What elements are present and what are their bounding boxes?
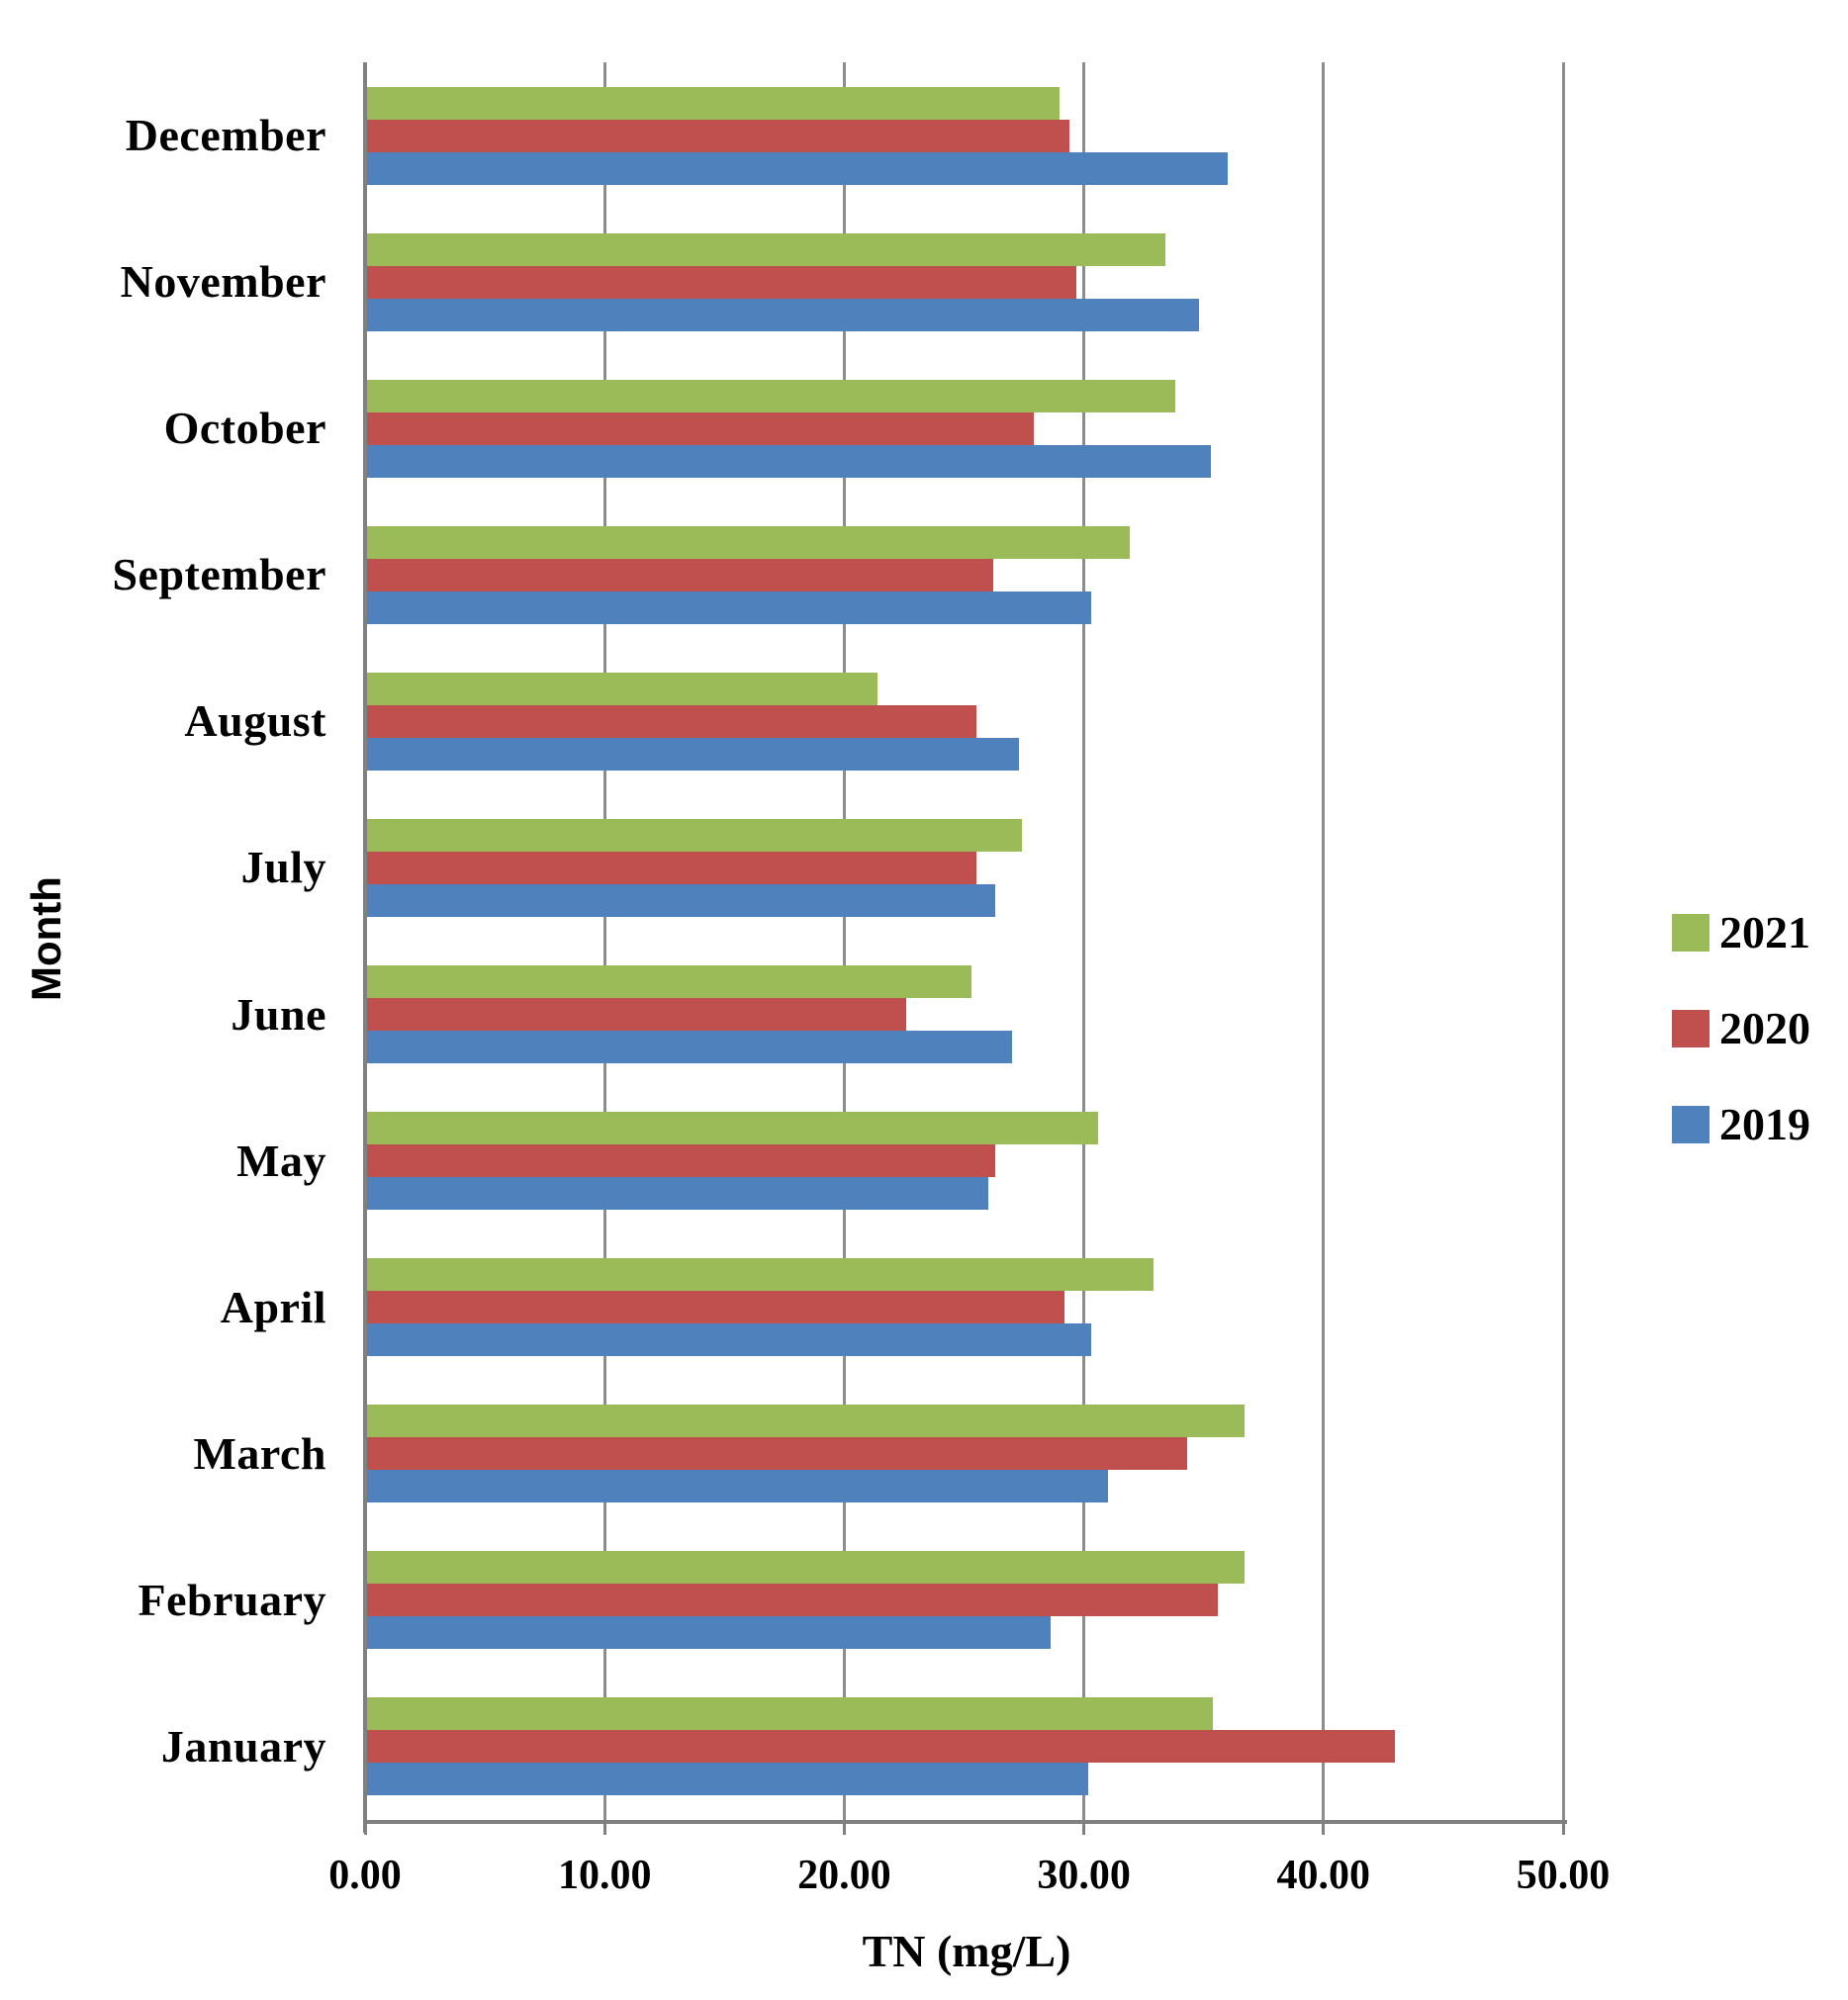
- x-axis-tick: [1561, 1820, 1565, 1835]
- gridline: [1561, 62, 1565, 1820]
- legend-item-2021: 2021: [1672, 909, 1810, 956]
- category-label-december: December: [125, 110, 326, 161]
- legend-swatch-2020: [1672, 1010, 1709, 1047]
- x-axis-title: TN (mg/L): [862, 1926, 1071, 1976]
- bar-february-2020: [367, 1584, 1219, 1617]
- bar-january-2020: [367, 1730, 1396, 1764]
- category-label-february: February: [138, 1574, 326, 1625]
- bar-june-2019: [367, 1031, 1012, 1064]
- bar-may-2021: [367, 1112, 1099, 1145]
- x-axis-tick-label: 10.00: [557, 1853, 652, 1898]
- bar-march-2021: [367, 1405, 1245, 1438]
- bar-july-2020: [367, 851, 976, 884]
- x-axis-tick-label: 50.00: [1516, 1853, 1611, 1898]
- category-label-november: November: [120, 256, 326, 308]
- x-axis-tick-label: 30.00: [1037, 1853, 1131, 1898]
- bar-march-2019: [367, 1470, 1108, 1503]
- category-label-september: September: [112, 549, 326, 600]
- x-axis-tick-label: 0.00: [328, 1853, 402, 1898]
- gridline: [1082, 62, 1086, 1820]
- bar-june-2021: [367, 965, 971, 999]
- legend-swatch-2021: [1672, 914, 1709, 952]
- x-axis-tick-label: 20.00: [797, 1853, 891, 1898]
- bar-may-2019: [367, 1177, 988, 1211]
- bar-october-2020: [367, 411, 1034, 445]
- bar-december-2020: [367, 119, 1070, 152]
- bar-august-2021: [367, 672, 878, 705]
- legend-label-2020: 2020: [1719, 1003, 1810, 1053]
- gridline: [842, 62, 846, 1820]
- category-label-august: August: [184, 695, 326, 747]
- bar-august-2020: [367, 704, 976, 738]
- x-axis-tick: [1322, 1820, 1326, 1835]
- x-axis-tick: [842, 1820, 846, 1835]
- bar-october-2019: [367, 444, 1211, 478]
- category-label-october: October: [163, 403, 326, 454]
- x-axis-tick: [1082, 1820, 1086, 1835]
- x-axis-tick: [363, 1820, 367, 1835]
- bar-april-2020: [367, 1291, 1065, 1324]
- bar-january-2019: [367, 1763, 1089, 1796]
- category-label-june: June: [231, 988, 326, 1040]
- bar-december-2019: [367, 151, 1228, 185]
- bar-november-2019: [367, 298, 1199, 331]
- bar-september-2019: [367, 591, 1091, 624]
- bar-june-2020: [367, 998, 907, 1032]
- bar-august-2019: [367, 737, 1020, 771]
- legend-item-2019: 2019: [1672, 1101, 1810, 1148]
- bar-may-2020: [367, 1144, 995, 1178]
- bar-july-2021: [367, 818, 1022, 852]
- y-axis-line: [363, 62, 367, 1833]
- bar-march-2020: [367, 1437, 1187, 1471]
- bar-december-2021: [367, 86, 1061, 120]
- legend-label-2021: 2021: [1719, 907, 1810, 957]
- bar-april-2021: [367, 1258, 1154, 1292]
- bar-september-2021: [367, 525, 1130, 559]
- category-label-july: July: [240, 842, 326, 893]
- category-label-january: January: [160, 1720, 326, 1772]
- x-axis-line: [363, 1820, 1567, 1824]
- bar-november-2021: [367, 232, 1165, 266]
- bar-october-2021: [367, 379, 1175, 412]
- legend: 2021 2020 2019: [1672, 909, 1810, 1148]
- gridline: [1322, 62, 1326, 1820]
- legend-swatch-2019: [1672, 1106, 1709, 1143]
- x-axis-tick: [602, 1820, 606, 1835]
- category-label-april: April: [220, 1281, 326, 1332]
- bar-september-2020: [367, 558, 993, 591]
- legend-item-2020: 2020: [1672, 1005, 1810, 1052]
- bar-november-2020: [367, 265, 1077, 299]
- y-axis-title: Month: [23, 876, 69, 1001]
- bar-january-2021: [367, 1697, 1214, 1731]
- gridline: [602, 62, 606, 1820]
- category-label-may: May: [236, 1135, 326, 1186]
- category-label-march: March: [193, 1427, 326, 1479]
- bar-july-2019: [367, 883, 995, 917]
- bar-april-2019: [367, 1323, 1091, 1357]
- bar-february-2021: [367, 1551, 1245, 1585]
- x-axis-tick-label: 40.00: [1276, 1853, 1371, 1898]
- legend-label-2019: 2019: [1719, 1099, 1810, 1149]
- bar-february-2019: [367, 1616, 1051, 1650]
